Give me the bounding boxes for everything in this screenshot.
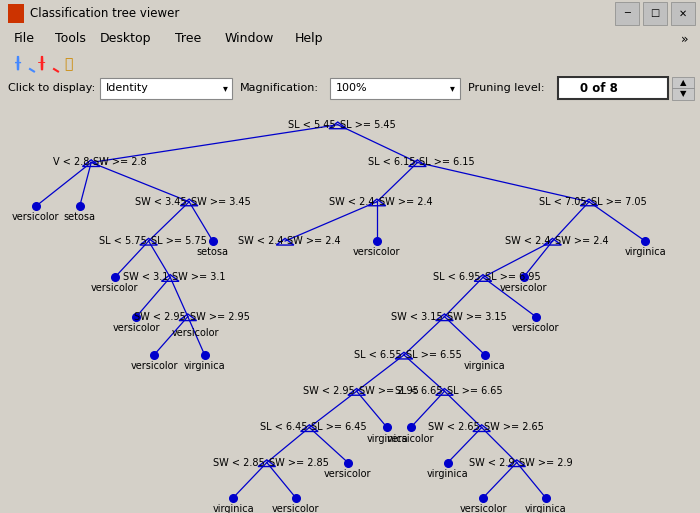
Bar <box>643 2 667 25</box>
Bar <box>615 2 639 25</box>
Bar <box>672 77 694 88</box>
Text: −: − <box>37 58 47 68</box>
Text: SL >= 6.95: SL >= 6.95 <box>485 272 540 282</box>
Text: Tree: Tree <box>175 32 202 46</box>
Text: SW < 3.45: SW < 3.45 <box>136 197 187 207</box>
Text: SW >= 2.4: SW >= 2.4 <box>554 236 608 246</box>
Text: virginica: virginica <box>525 504 566 513</box>
Text: SW >= 2.85: SW >= 2.85 <box>269 458 329 467</box>
Text: SW < 3.15: SW < 3.15 <box>391 311 442 322</box>
Text: SL < 6.65: SL < 6.65 <box>395 386 442 396</box>
Text: ─: ─ <box>624 8 630 18</box>
Text: SW < 2.65: SW < 2.65 <box>428 423 480 432</box>
Text: Pruning level:: Pruning level: <box>468 83 545 93</box>
Text: SW >= 3.1: SW >= 3.1 <box>172 272 226 282</box>
Bar <box>558 77 668 100</box>
Text: Identity: Identity <box>106 83 149 93</box>
Text: versicolor: versicolor <box>91 283 139 293</box>
Text: versicolor: versicolor <box>354 247 400 257</box>
Text: »: » <box>680 32 688 46</box>
Text: versicolor: versicolor <box>12 212 60 222</box>
Text: versicolor: versicolor <box>387 433 435 444</box>
Text: setosa: setosa <box>197 247 229 257</box>
Text: virginica: virginica <box>212 504 254 513</box>
Text: SW < 2.95: SW < 2.95 <box>134 311 186 322</box>
Text: Magnification:: Magnification: <box>240 83 319 93</box>
Text: ✕: ✕ <box>679 8 687 18</box>
Text: SW >= 2.4: SW >= 2.4 <box>287 236 341 246</box>
Text: SW >= 3.15: SW >= 3.15 <box>447 311 506 322</box>
Text: Desktop: Desktop <box>100 32 151 46</box>
Text: virginica: virginica <box>427 468 469 479</box>
Text: □: □ <box>650 8 659 18</box>
Text: SW >= 2.8: SW >= 2.8 <box>93 157 147 167</box>
Bar <box>672 88 694 100</box>
Text: SW >= 2.9: SW >= 2.9 <box>519 458 573 467</box>
Text: SW < 2.95: SW < 2.95 <box>303 386 355 396</box>
Text: SW >= 2.95: SW >= 2.95 <box>190 311 250 322</box>
Text: versicolor: versicolor <box>500 283 547 293</box>
Text: SL >= 6.65: SL >= 6.65 <box>447 386 502 396</box>
Text: versicolor: versicolor <box>512 323 559 332</box>
Text: ▾: ▾ <box>223 83 228 93</box>
Text: ▼: ▼ <box>680 89 686 98</box>
Text: virginica: virginica <box>464 361 506 371</box>
Bar <box>8 4 24 23</box>
Text: SW < 2.4: SW < 2.4 <box>237 236 283 246</box>
Text: Click to display:: Click to display: <box>8 83 95 93</box>
Text: SL < 5.75: SL < 5.75 <box>99 236 146 246</box>
Text: versicolor: versicolor <box>113 323 160 332</box>
Text: SL < 6.15: SL < 6.15 <box>368 157 415 167</box>
Text: virginica: virginica <box>366 433 408 444</box>
Text: SW >= 2.95: SW >= 2.95 <box>358 386 419 396</box>
Text: 0 of 8: 0 of 8 <box>580 82 618 95</box>
Text: SW < 2.4: SW < 2.4 <box>505 236 550 246</box>
Text: versicolor: versicolor <box>324 468 372 479</box>
Bar <box>330 78 460 98</box>
Text: +: + <box>14 58 22 68</box>
Text: SW < 2.4: SW < 2.4 <box>330 197 375 207</box>
Text: versicolor: versicolor <box>459 504 507 513</box>
Text: SL >= 6.55: SL >= 6.55 <box>406 350 462 360</box>
Text: SW >= 3.45: SW >= 3.45 <box>191 197 251 207</box>
Text: SL < 6.45: SL < 6.45 <box>260 423 307 432</box>
Text: virginica: virginica <box>624 247 666 257</box>
Text: Tools: Tools <box>55 32 86 46</box>
Text: SL < 6.95: SL < 6.95 <box>433 272 481 282</box>
Text: Help: Help <box>295 32 323 46</box>
Text: Window: Window <box>225 32 274 46</box>
Text: virginica: virginica <box>184 361 225 371</box>
Text: V < 2.8: V < 2.8 <box>52 157 89 167</box>
Text: setosa: setosa <box>64 212 96 222</box>
Text: Classification tree viewer: Classification tree viewer <box>30 7 179 20</box>
Text: ✋: ✋ <box>64 57 72 71</box>
Bar <box>100 78 232 98</box>
Text: versicolor: versicolor <box>172 328 220 338</box>
Text: SL >= 6.45: SL >= 6.45 <box>312 423 367 432</box>
Text: SL < 6.55: SL < 6.55 <box>354 350 402 360</box>
Text: 100%: 100% <box>336 83 368 93</box>
Text: SL >= 5.75: SL >= 5.75 <box>150 236 206 246</box>
Text: SL >= 7.05: SL >= 7.05 <box>591 197 647 207</box>
Text: SW >= 2.65: SW >= 2.65 <box>484 423 543 432</box>
Text: versicolor: versicolor <box>272 504 320 513</box>
Text: SW < 3.1: SW < 3.1 <box>122 272 168 282</box>
Text: SW >= 2.4: SW >= 2.4 <box>379 197 433 207</box>
Text: SW < 2.85: SW < 2.85 <box>213 458 265 467</box>
Text: SL < 5.45: SL < 5.45 <box>288 120 336 130</box>
Bar <box>671 2 695 25</box>
Text: SL < 7.05: SL < 7.05 <box>540 197 587 207</box>
Text: SL >= 6.15: SL >= 6.15 <box>419 157 475 167</box>
Text: SW < 2.9: SW < 2.9 <box>469 458 514 467</box>
Text: versicolor: versicolor <box>130 361 178 371</box>
Text: ▲: ▲ <box>680 78 686 87</box>
Text: File: File <box>14 32 35 46</box>
Text: ▾: ▾ <box>449 83 454 93</box>
Text: SL >= 5.45: SL >= 5.45 <box>340 120 396 130</box>
